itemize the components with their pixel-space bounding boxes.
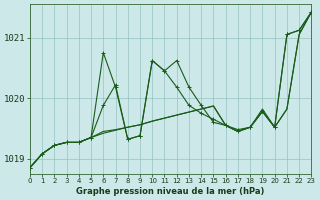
X-axis label: Graphe pression niveau de la mer (hPa): Graphe pression niveau de la mer (hPa) bbox=[76, 187, 265, 196]
